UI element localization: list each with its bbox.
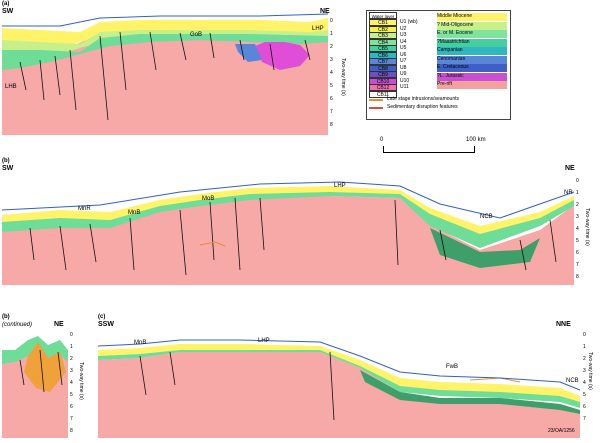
panel-c-left-direction: SSW [98,321,114,328]
legend-age-5: Cenomanian [437,55,507,64]
legend-intrusion-swatch [369,99,383,101]
legend-age-2: E. or M. Eocene [437,30,507,38]
panel-a-basin-lhp: LHP [312,26,324,32]
legend-age-4: Campanian [437,47,507,55]
panel-b-basin-nr: NR [564,190,573,196]
panel-c-basin-fwb: FwB [446,364,458,370]
legend-unit-4: U5 [400,45,407,51]
legend-unit-7: U8 [400,64,407,71]
panel-a-axis: 0 1 2 3 4 5 6 7 8 Two-way time (s) [330,18,346,128]
legend-disruption-swatch [369,107,383,109]
panel-b2-right-direction: NE [54,321,64,328]
legend-unit-10: U11 [400,84,409,90]
panel-c-basin-lhp: LHP [258,338,270,344]
panel-c-label: (c) [98,314,106,320]
legend-note-intrusion: Late stage intrusions/seamounts [387,96,459,102]
panel-a-basin-gob: GoB [190,32,203,38]
legend-unit-3: U4 [400,38,407,45]
scale-start: 0 [380,137,384,143]
legend-age-3: ?Maastrichtian [437,38,507,47]
legend-age-1: ? Mid-Oligocene [437,21,507,30]
panel-c-axis: 0 1 2 3 4 5 6 7 Two-way time (s) [583,332,593,422]
legend-unit-0: U1 (wb) [400,19,418,25]
panel-b-basin-lhp: LHP [334,183,346,189]
panel-c-right-direction: NNE [556,321,571,328]
panel-b-right-direction: NE [565,165,575,172]
scale-end: 100 km [466,137,486,143]
legend-header: Water layer [369,12,397,19]
panel-c-stamp: 23/OA/1256 [548,428,575,434]
legend-code-11: CB11 [369,90,397,98]
legend-unit-6: U7 [400,58,407,64]
panel-c-axis-title: Two-way time (s) [587,352,593,390]
legend-age-6: E. Cretaceous [437,64,507,72]
panel-b-axis: 0 1 2 3 4 5 6 7 8 Two-way time (s) [576,178,590,280]
panel-b-basin-mnb: MnB [128,210,141,216]
panel-b-basin-ncb: NCB [480,214,493,220]
legend-unit-2: U3 [400,32,407,38]
legend-note-disruption: Sedimentary disruption features [387,104,458,110]
legend-age-0: Middle Miocene [437,13,507,21]
legend-unit-5: U6 [400,51,407,58]
panel-a-left-direction: SW [2,8,14,15]
panel-b2-continued: (continued) [2,322,33,328]
panel-c-basin-ncb: NCB [566,378,579,384]
legend-age-8: Pre-rift [437,81,507,89]
panel-a-right-direction: NE [320,8,330,15]
legend-age-7: ?L. Jurassic [437,72,507,81]
panel-b-label: (b) [2,158,10,164]
legend-unit-1: U2 [400,25,407,32]
panel-b2-label: (b) [2,314,10,320]
panel-b-basin-mob: MoB [202,196,215,202]
panel-b-basin-mnr: MnR [78,206,91,212]
legend: Water layer CB1 CB2 CB3 CB4 CB5 CB6 CB7 CB8 CB9 C… [366,10,511,120]
panel-a-basin-lhb: LHB [5,84,17,90]
panel-b-left-direction: SW [2,165,14,172]
panel-c-basin-mnb: MnB [134,340,147,346]
panel-b2-axis: 0 1 2 3 4 5 6 7 8 Two-way time (s) [70,332,84,434]
legend-unit-8: U9 [400,71,407,77]
panel-a-label: (a) [2,1,10,7]
scale-bar [383,146,475,153]
legend-unit-9: U10 [400,77,410,84]
